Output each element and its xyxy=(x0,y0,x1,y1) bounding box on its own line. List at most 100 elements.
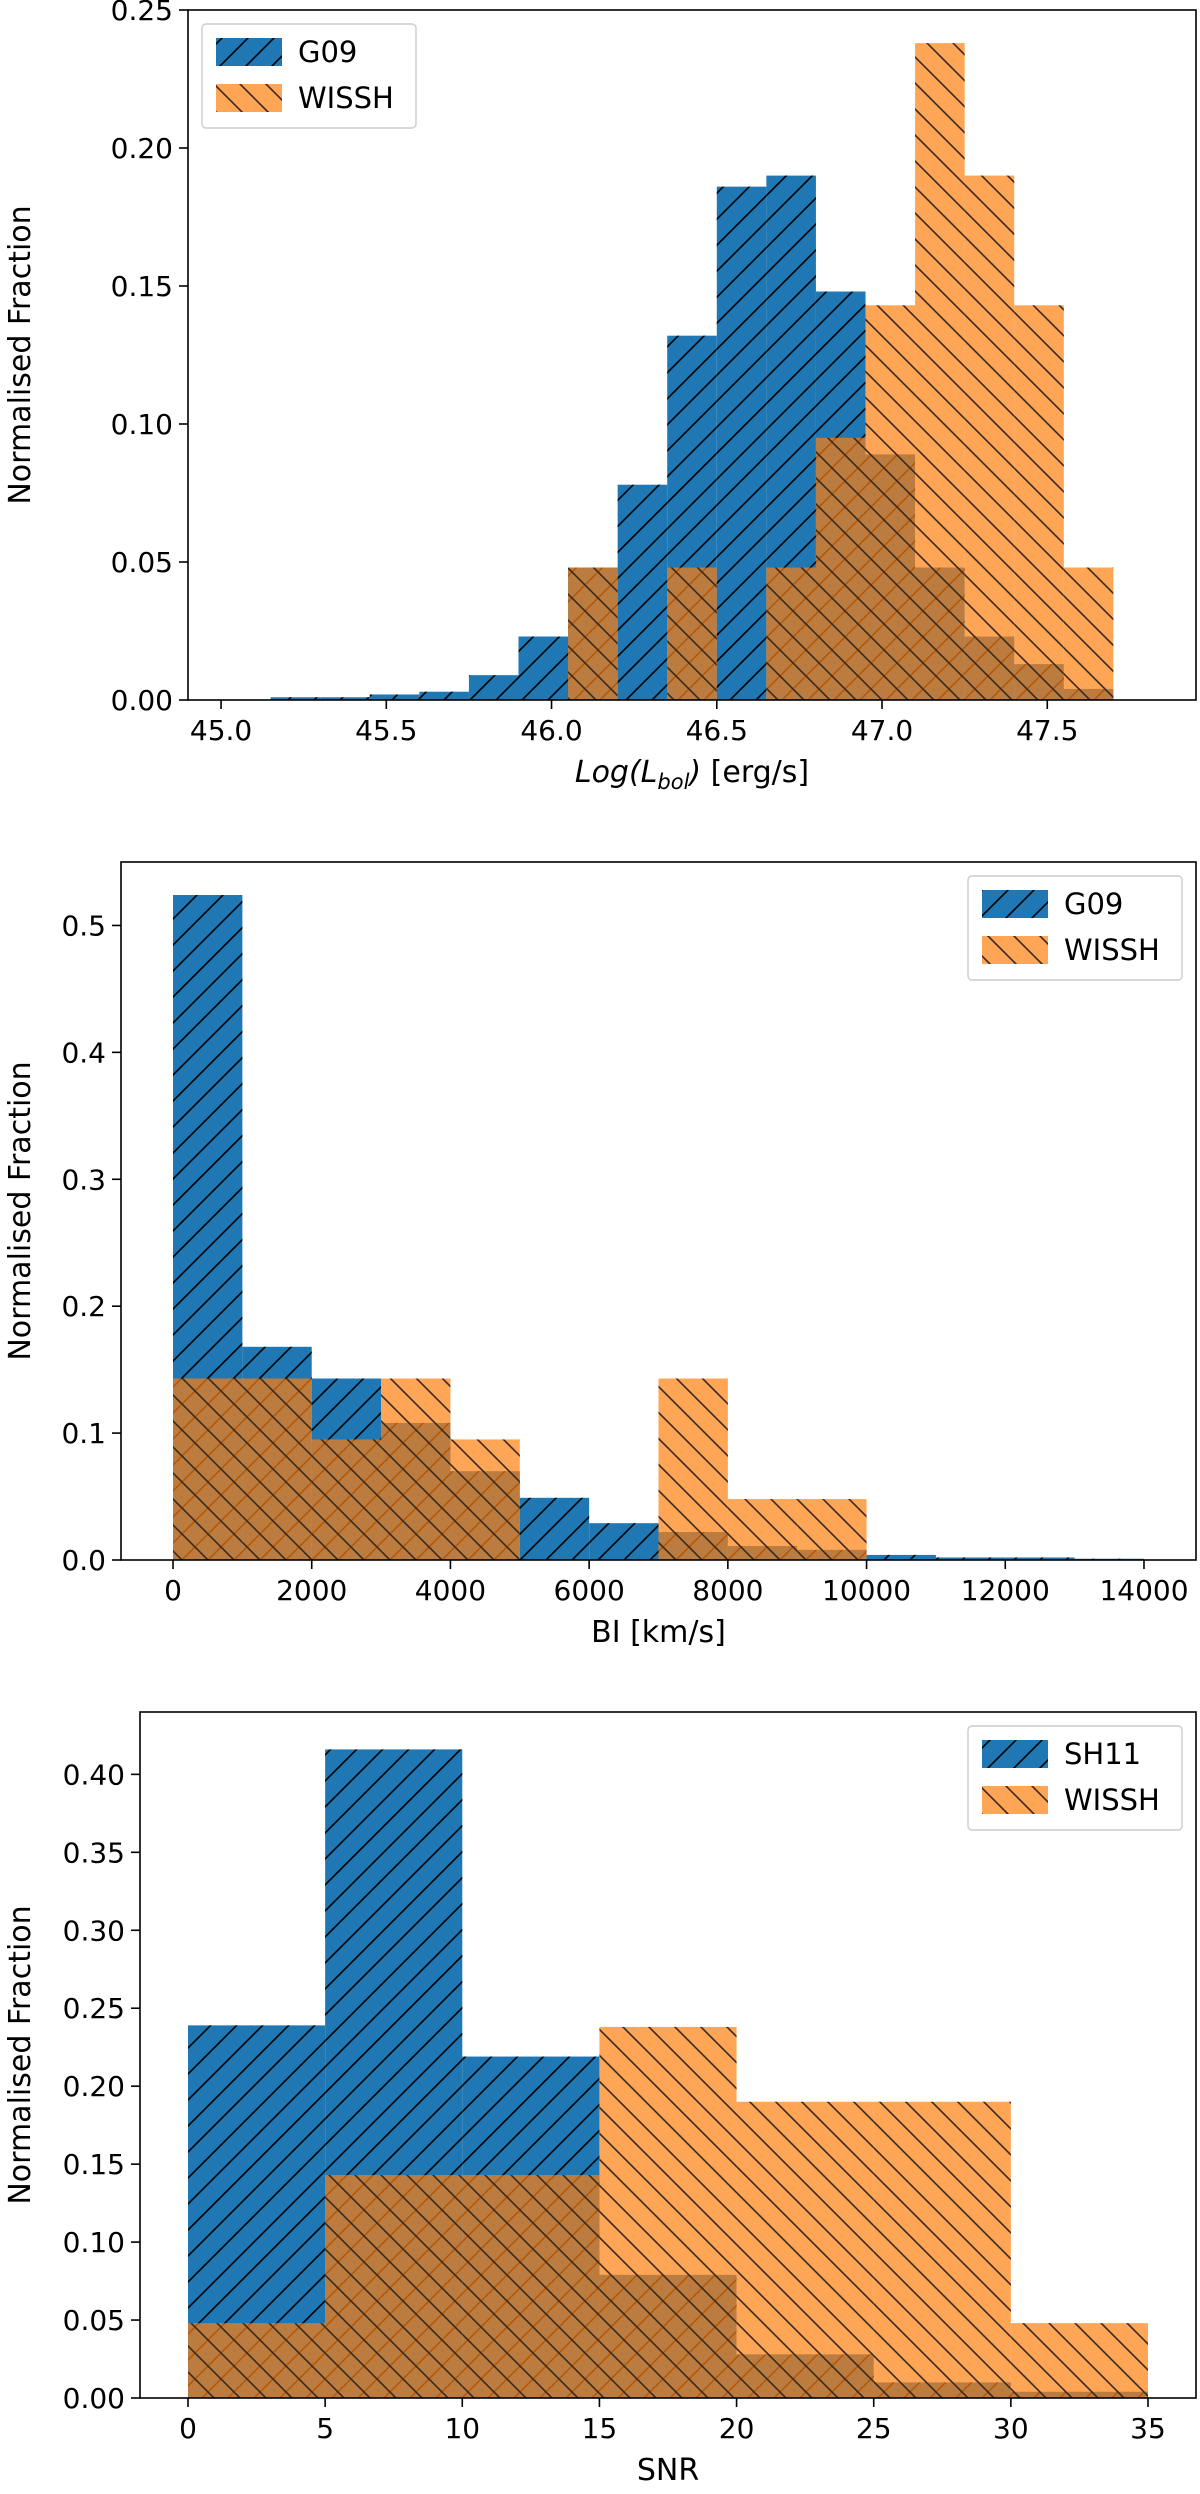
bar-hatch-wissh-3 xyxy=(599,2026,737,2398)
y-tick-label: 0.25 xyxy=(111,0,173,27)
bar-hatch-g09-4 xyxy=(468,675,519,700)
y-tick-label: 0.10 xyxy=(63,2226,125,2259)
x-tick-label: 0 xyxy=(179,2412,197,2445)
x-tick-label: 10000 xyxy=(822,1574,911,1607)
bar-hatch-g09-1 xyxy=(320,697,370,700)
legend-label-wissh: WISSH xyxy=(298,81,394,115)
legend-swatch-hatch xyxy=(216,38,282,66)
bar-hatch-g09-9 xyxy=(716,186,767,700)
y-tick-label: 0.25 xyxy=(63,1992,125,2025)
y-tick-label: 0.20 xyxy=(111,132,173,165)
y-tick-label: 0.35 xyxy=(63,1836,125,1869)
axes-frame xyxy=(139,1711,1197,2399)
y-axis-label: Normalised Fraction xyxy=(3,1061,38,1360)
x-tick-label: 2000 xyxy=(276,1574,347,1607)
legend-label-sh11: SH11 xyxy=(1064,1737,1141,1771)
axes-frame xyxy=(120,861,1197,1561)
y-tick-label: 0.15 xyxy=(63,2148,125,2181)
y-tick-label: 0.30 xyxy=(63,1914,125,1947)
x-tick-label: 6000 xyxy=(554,1574,625,1607)
y-tick-label: 0.5 xyxy=(61,909,106,942)
y-tick-label: 0.40 xyxy=(63,1758,125,1791)
legend-label-g09: G09 xyxy=(1064,887,1123,921)
bar-hatch-wissh-0 xyxy=(188,2323,326,2398)
y-tick-label: 0.3 xyxy=(61,1163,106,1196)
y-tick-label: 0.1 xyxy=(61,1417,106,1450)
y-tick-label: 0.4 xyxy=(61,1036,106,1069)
bar-hatch-wissh-2 xyxy=(462,2175,600,2398)
bar-hatch-wissh-5 xyxy=(873,2101,1011,2398)
bar-hatch-wissh-4 xyxy=(736,2101,874,2398)
x-tick-label: 12000 xyxy=(961,1574,1050,1607)
y-tick-label: 0.05 xyxy=(111,546,173,579)
bar-hatch-wissh-2 xyxy=(667,567,717,700)
y-tick-label: 0.00 xyxy=(111,684,173,717)
chart-panel-1: 45.0 45.5 46.0 46.5 47.0 47.5 0.00 0.05 0.10 0.15… xyxy=(3,0,1197,794)
x-tick-label: 30 xyxy=(993,2412,1029,2445)
series-wissh xyxy=(188,2026,1148,2398)
bar-hatch-wissh-7 xyxy=(915,43,965,701)
series-wissh xyxy=(173,1378,867,1560)
bar-hatch-wissh-6 xyxy=(865,305,916,700)
legend-swatch-hatch xyxy=(982,1786,1048,1814)
y-tick-label: 0.10 xyxy=(111,408,173,441)
y-tick-label: 0.05 xyxy=(63,2304,125,2337)
legend: G09 WISSH xyxy=(967,875,1183,981)
x-tick-label: 35 xyxy=(1130,2412,1166,2445)
bar-hatch-g09-2 xyxy=(369,694,420,700)
legend-swatch-hatch xyxy=(982,1740,1048,1768)
x-tick-label: 8000 xyxy=(692,1574,763,1607)
x-tick-label: 15 xyxy=(582,2412,618,2445)
bar-hatch-g09-6 xyxy=(589,1523,659,1560)
bar-hatch-wissh-9 xyxy=(797,1499,867,1560)
y-tick-label: 0.0 xyxy=(61,1544,106,1577)
bar-hatch-g09-11 xyxy=(935,1557,1006,1560)
x-tick-label: 25 xyxy=(856,2412,892,2445)
bar-hatch-g09-0 xyxy=(270,697,321,700)
bar-hatch-wissh-1 xyxy=(242,1378,312,1560)
x-tick-label: 47.5 xyxy=(1016,714,1078,747)
x-tick-label: 10 xyxy=(444,2412,480,2445)
legend-swatch-hatch xyxy=(982,890,1048,918)
y-tick-label: 0.00 xyxy=(63,2382,125,2415)
x-axis-label: Log(Lbol) [erg/s] xyxy=(575,755,809,794)
bar-hatch-g09-5 xyxy=(519,1497,590,1560)
bar-hatch-g09-12 xyxy=(1005,1557,1075,1560)
x-tick-label: 46.0 xyxy=(520,714,582,747)
bar-hatch-g09-3 xyxy=(419,691,469,700)
y-axis-label: Normalised Fraction xyxy=(3,205,38,504)
bar-hatch-wissh-5 xyxy=(815,437,866,700)
series-wissh xyxy=(568,43,1114,701)
bar-hatch-wissh-2 xyxy=(311,1439,382,1560)
y-tick-label: 0.2 xyxy=(61,1290,106,1323)
bar-hatch-wissh-6 xyxy=(1010,2323,1148,2398)
y-tick-label: 0.15 xyxy=(111,270,173,303)
x-axis-label: BI [km/s] xyxy=(591,1615,726,1650)
x-tick-label: 45.5 xyxy=(355,714,417,747)
x-tick-label: 20 xyxy=(719,2412,755,2445)
bar-hatch-wissh-0 xyxy=(173,1378,243,1560)
x-tick-label: 47.0 xyxy=(851,714,913,747)
chart-panel-3: 0 5 10 15 20 25 30 35 0.00 0.05 0.10 0.15 0.20 0.25 0.… xyxy=(3,1711,1197,2488)
x-tick-label: 14000 xyxy=(1099,1574,1188,1607)
bar-hatch-wissh-8 xyxy=(964,175,1015,701)
x-tick-label: 0 xyxy=(164,1574,182,1607)
y-axis-label: Normalised Fraction xyxy=(3,1905,38,2204)
bar-hatch-wissh-7 xyxy=(658,1378,728,1560)
bar-hatch-g09-10 xyxy=(866,1554,936,1560)
x-tick-label: 4000 xyxy=(415,1574,486,1607)
bar-hatch-wissh-1 xyxy=(325,2175,463,2398)
x-tick-label: 45.0 xyxy=(190,714,252,747)
bar-hatch-wissh-0 xyxy=(568,567,618,700)
legend: G09 WISSH xyxy=(201,23,417,129)
x-tick-label: 46.5 xyxy=(686,714,748,747)
legend: SH11 WISSH xyxy=(967,1725,1183,1831)
bar-hatch-g09-5 xyxy=(518,636,569,700)
x-tick-label: 5 xyxy=(316,2412,334,2445)
bar-hatch-wissh-9 xyxy=(1014,305,1064,700)
legend-swatch-hatch xyxy=(216,84,282,112)
legend-label-wissh: WISSH xyxy=(1064,1783,1160,1817)
legend-label-wissh: WISSH xyxy=(1064,933,1160,967)
y-tick-label: 0.20 xyxy=(63,2070,125,2103)
